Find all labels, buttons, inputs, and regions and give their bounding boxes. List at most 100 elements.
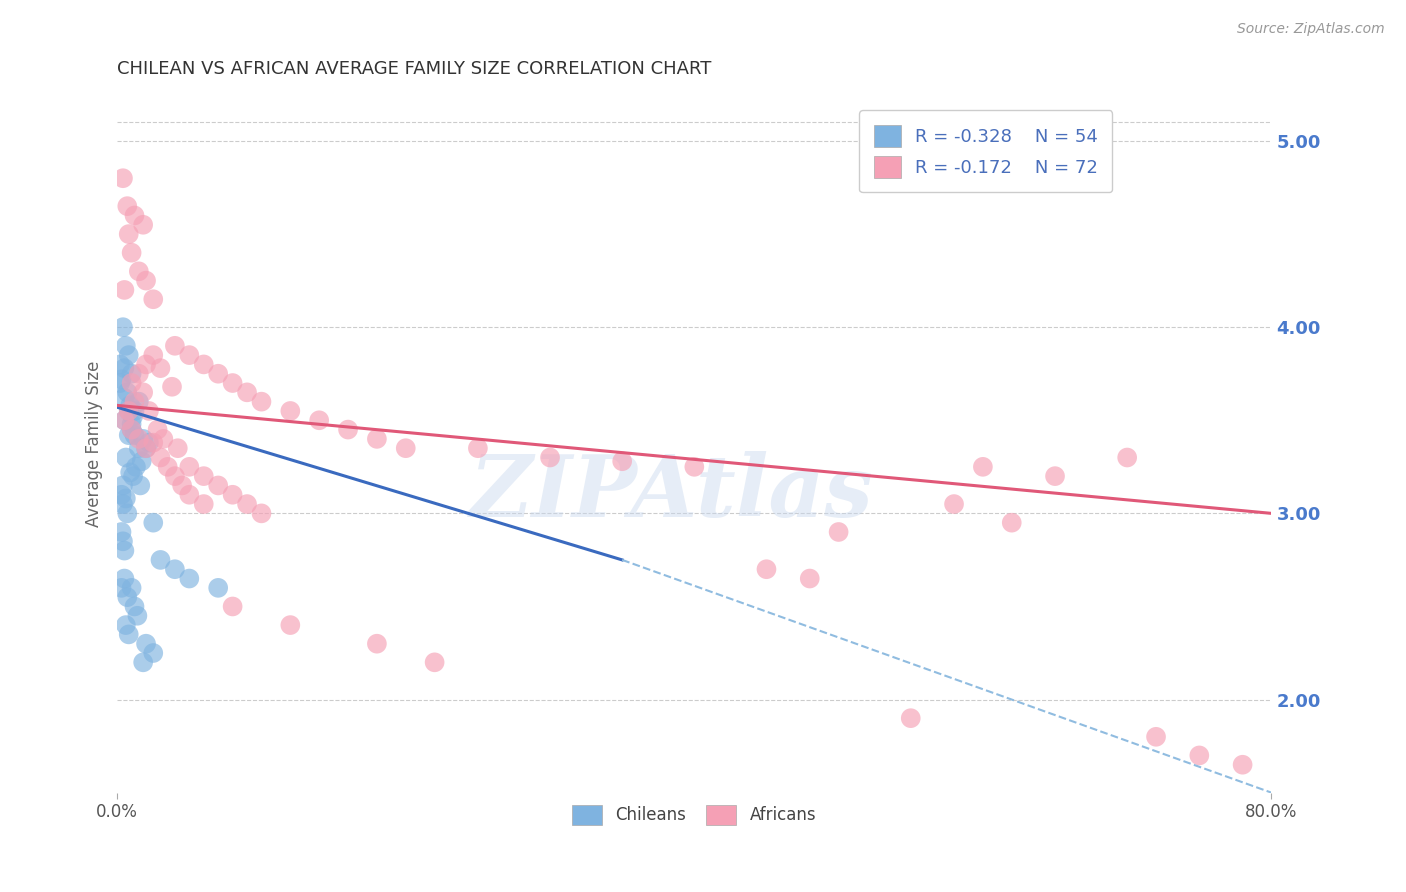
Point (112, 283, 135, 297)
Point (128, 432, 150, 446)
Point (135, 637, 157, 651)
Point (1144, 730, 1167, 744)
Point (124, 209, 146, 223)
Point (115, 491, 138, 506)
Point (124, 599, 146, 614)
Point (972, 459, 994, 474)
Point (118, 428, 141, 442)
Point (943, 497, 966, 511)
Point (221, 599, 243, 614)
Point (121, 423, 143, 437)
Point (179, 348, 201, 362)
Point (149, 553, 172, 567)
Point (236, 385, 259, 400)
Point (117, 507, 139, 521)
Point (135, 274, 157, 288)
Point (110, 372, 132, 386)
Point (142, 646, 165, 660)
Point (156, 459, 179, 474)
Point (111, 320, 134, 334)
Point (131, 454, 153, 468)
Point (121, 245, 143, 260)
Point (250, 394, 273, 409)
Point (117, 590, 139, 604)
Point (111, 534, 134, 549)
Point (138, 404, 160, 418)
Point (193, 469, 215, 483)
Point (142, 435, 165, 450)
Point (900, 711, 922, 725)
Point (110, 524, 132, 539)
Point (683, 459, 706, 474)
Point (132, 432, 155, 446)
Point (221, 488, 243, 502)
Text: Source: ZipAtlas.com: Source: ZipAtlas.com (1237, 22, 1385, 37)
Point (115, 618, 138, 632)
Point (122, 409, 145, 424)
Point (142, 292, 165, 306)
Point (163, 562, 186, 576)
Point (121, 423, 143, 437)
Point (366, 432, 388, 446)
Point (128, 264, 150, 278)
Point (138, 435, 160, 450)
Point (163, 469, 186, 483)
Point (120, 398, 142, 412)
Point (612, 454, 634, 468)
Point (118, 627, 141, 641)
Point (193, 358, 215, 372)
Point (1116, 450, 1139, 465)
Point (118, 348, 141, 362)
Point (127, 608, 149, 623)
Point (117, 199, 139, 213)
Point (124, 404, 146, 418)
Point (160, 380, 183, 394)
Point (121, 417, 143, 431)
Point (193, 497, 215, 511)
Point (142, 516, 165, 530)
Point (149, 450, 172, 465)
Point (121, 376, 143, 390)
Point (149, 361, 172, 376)
Point (172, 478, 194, 492)
Point (308, 413, 330, 427)
Point (124, 394, 146, 409)
Point (115, 339, 138, 353)
Point (1043, 469, 1066, 483)
Point (129, 478, 152, 492)
Point (128, 367, 150, 381)
Point (827, 524, 849, 539)
Point (395, 441, 418, 455)
Point (146, 423, 169, 437)
Point (152, 432, 174, 446)
Point (366, 637, 388, 651)
Legend: Chileans, Africans: Chileans, Africans (564, 797, 825, 833)
Point (755, 562, 778, 576)
Point (112, 572, 135, 586)
Point (135, 441, 157, 455)
Point (179, 459, 201, 474)
Point (121, 581, 143, 595)
Point (111, 497, 134, 511)
Point (132, 385, 155, 400)
Point (179, 572, 201, 586)
Point (117, 385, 139, 400)
Point (112, 361, 135, 376)
Point (423, 656, 446, 670)
Point (278, 404, 301, 418)
Point (207, 367, 229, 381)
Point (135, 441, 157, 455)
Point (112, 413, 135, 427)
Point (1001, 516, 1024, 530)
Point (467, 441, 489, 455)
Point (142, 348, 165, 362)
Point (122, 469, 145, 483)
Point (207, 478, 229, 492)
Point (128, 394, 150, 409)
Point (1232, 757, 1254, 772)
Point (163, 339, 186, 353)
Text: CHILEAN VS AFRICAN AVERAGE FAMILY SIZE CORRELATION CHART: CHILEAN VS AFRICAN AVERAGE FAMILY SIZE C… (117, 60, 711, 78)
Point (799, 572, 821, 586)
Point (120, 466, 142, 480)
Point (132, 656, 155, 670)
